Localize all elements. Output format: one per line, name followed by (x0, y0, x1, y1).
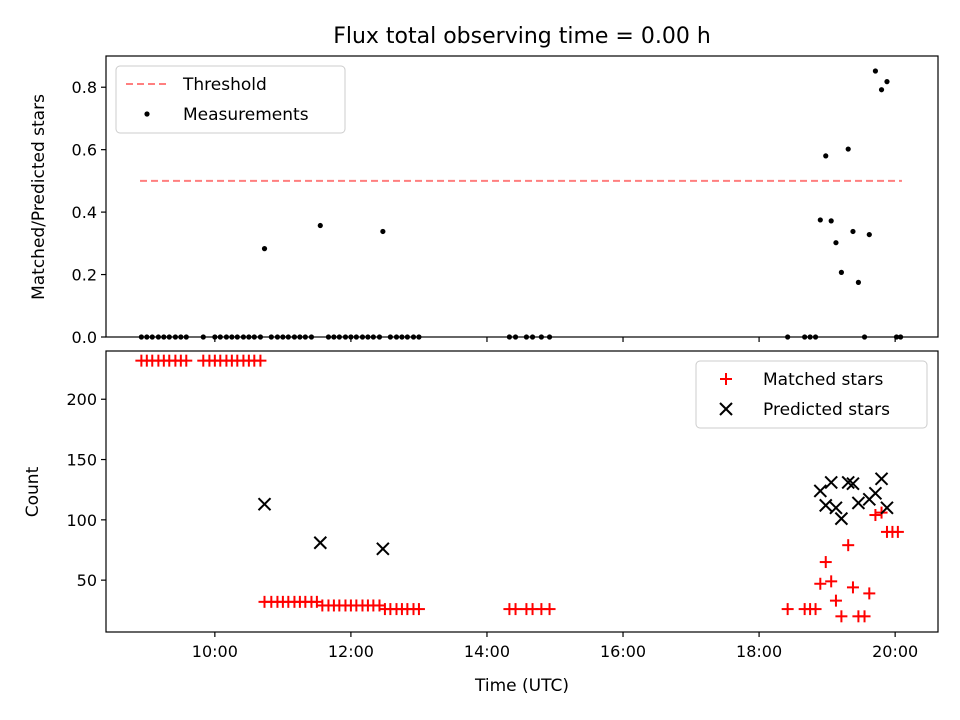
top-y-tick-label: 0.0 (72, 328, 97, 347)
matched-star-point (814, 577, 827, 590)
measurement-point (845, 146, 851, 152)
predicted-star-point (819, 498, 833, 513)
top-y-tick-label: 0.4 (72, 203, 97, 222)
legend-measurements-swatch (144, 111, 150, 117)
bottom-legend-box (695, 360, 928, 429)
bottom-x-tick-label: 10:00 (192, 642, 238, 661)
matched-star-point (819, 556, 832, 569)
top-y-axis-label: Matched/Predicted stars (29, 94, 49, 300)
predicted-star-point (868, 486, 883, 501)
bottom-legend: Matched stars Predicted stars (695, 360, 928, 429)
matched-star-point (781, 603, 794, 616)
top-x-ticks (214, 337, 896, 342)
top-legend-box (115, 65, 346, 134)
bottom-panel: 50 100 150 200 10:00 12:00 14:00 16:00 18:00 20:… (23, 350, 939, 696)
predicted-star-point (257, 497, 272, 511)
legend-predicted-label: Predicted stars (763, 400, 890, 420)
predicted-star-point (313, 536, 327, 550)
predicted-star-point (824, 475, 838, 490)
measurement-point (866, 231, 872, 238)
matched-star-point (825, 575, 838, 588)
matched-star-point (891, 525, 904, 538)
predicted-star-point (841, 475, 855, 490)
legend-matched-swatch (720, 373, 732, 385)
legend-measurements-label: Measurements (183, 105, 309, 125)
measurement-point (828, 218, 834, 224)
matched-star-point (869, 509, 882, 522)
measurement-point (833, 240, 839, 246)
bottom-x-tick-label: 14:00 (464, 642, 510, 661)
measurement-point (261, 246, 268, 252)
measurement-point (317, 222, 323, 229)
matched-star-point (412, 603, 425, 616)
bottom-y-tick-label: 200 (66, 390, 97, 409)
predicted-star-point (829, 501, 843, 515)
measurement-point (850, 228, 856, 235)
matched-star-point (254, 354, 267, 367)
bottom-x-tick-label: 18:00 (736, 642, 782, 661)
bottom-x-ticks: 10:00 12:00 14:00 16:00 18:00 20:00 (192, 632, 918, 661)
bottom-axes-frame (105, 350, 939, 633)
matched-star-point (842, 539, 855, 552)
matched-star-point (509, 603, 522, 616)
top-panel: 0.00.20.40.60.8 Matched/Predicted stars … (29, 55, 939, 347)
matched-star-point (809, 603, 822, 616)
top-y-tick-label: 0.6 (72, 141, 97, 160)
predicted-star-point (813, 484, 828, 498)
bottom-y-ticks: 50 100 150 200 (66, 390, 106, 590)
matched-star-point (835, 610, 848, 623)
predicted-star-point (846, 476, 860, 491)
matched-star-point (180, 354, 193, 367)
chart-title: Flux total observing time = 0.00 h (333, 24, 711, 49)
bottom-y-axis-label: Count (23, 466, 43, 517)
bottom-x-tick-label: 12:00 (328, 642, 374, 661)
bottom-x-tick-label: 16:00 (600, 642, 646, 661)
predicted-star-point (376, 542, 390, 556)
measurement-point (884, 79, 890, 85)
top-axes-frame (105, 55, 939, 338)
measurement-point (872, 68, 879, 74)
bottom-y-tick-label: 150 (66, 451, 97, 470)
measurement-point (855, 279, 862, 285)
bottom-plot-area (135, 354, 904, 623)
top-y-tick-label: 0.2 (72, 266, 97, 285)
matched-star-point (543, 603, 556, 616)
legend-threshold-label: Threshold (182, 75, 267, 95)
bottom-y-tick-label: 100 (66, 511, 97, 530)
matched-star-point (858, 610, 871, 623)
measurement-point (380, 228, 386, 235)
legend-predicted-swatch (719, 402, 733, 416)
matched-star-point (846, 581, 859, 594)
predicted-star-point (880, 501, 894, 515)
top-y-tick-label: 0.8 (72, 78, 97, 97)
measurement-point (823, 153, 829, 159)
x-axis-label: Time (UTC) (474, 676, 569, 696)
bottom-x-tick-label: 20:00 (872, 642, 918, 661)
legend-matched-label: Matched stars (763, 370, 883, 390)
top-legend: Threshold Measurements (115, 65, 346, 134)
measurement-point (817, 217, 823, 223)
matched-star-point (829, 594, 842, 607)
predicted-star-point (834, 511, 849, 526)
predicted-star-point (874, 472, 889, 486)
predicted-star-point (851, 496, 866, 510)
matched-star-point (863, 587, 876, 600)
measurement-point (838, 269, 844, 275)
top-y-ticks: 0.0 0.2 0.4 0.6 0.8 (72, 78, 106, 347)
bottom-y-tick-label: 50 (77, 571, 97, 590)
measurement-point (878, 87, 885, 93)
